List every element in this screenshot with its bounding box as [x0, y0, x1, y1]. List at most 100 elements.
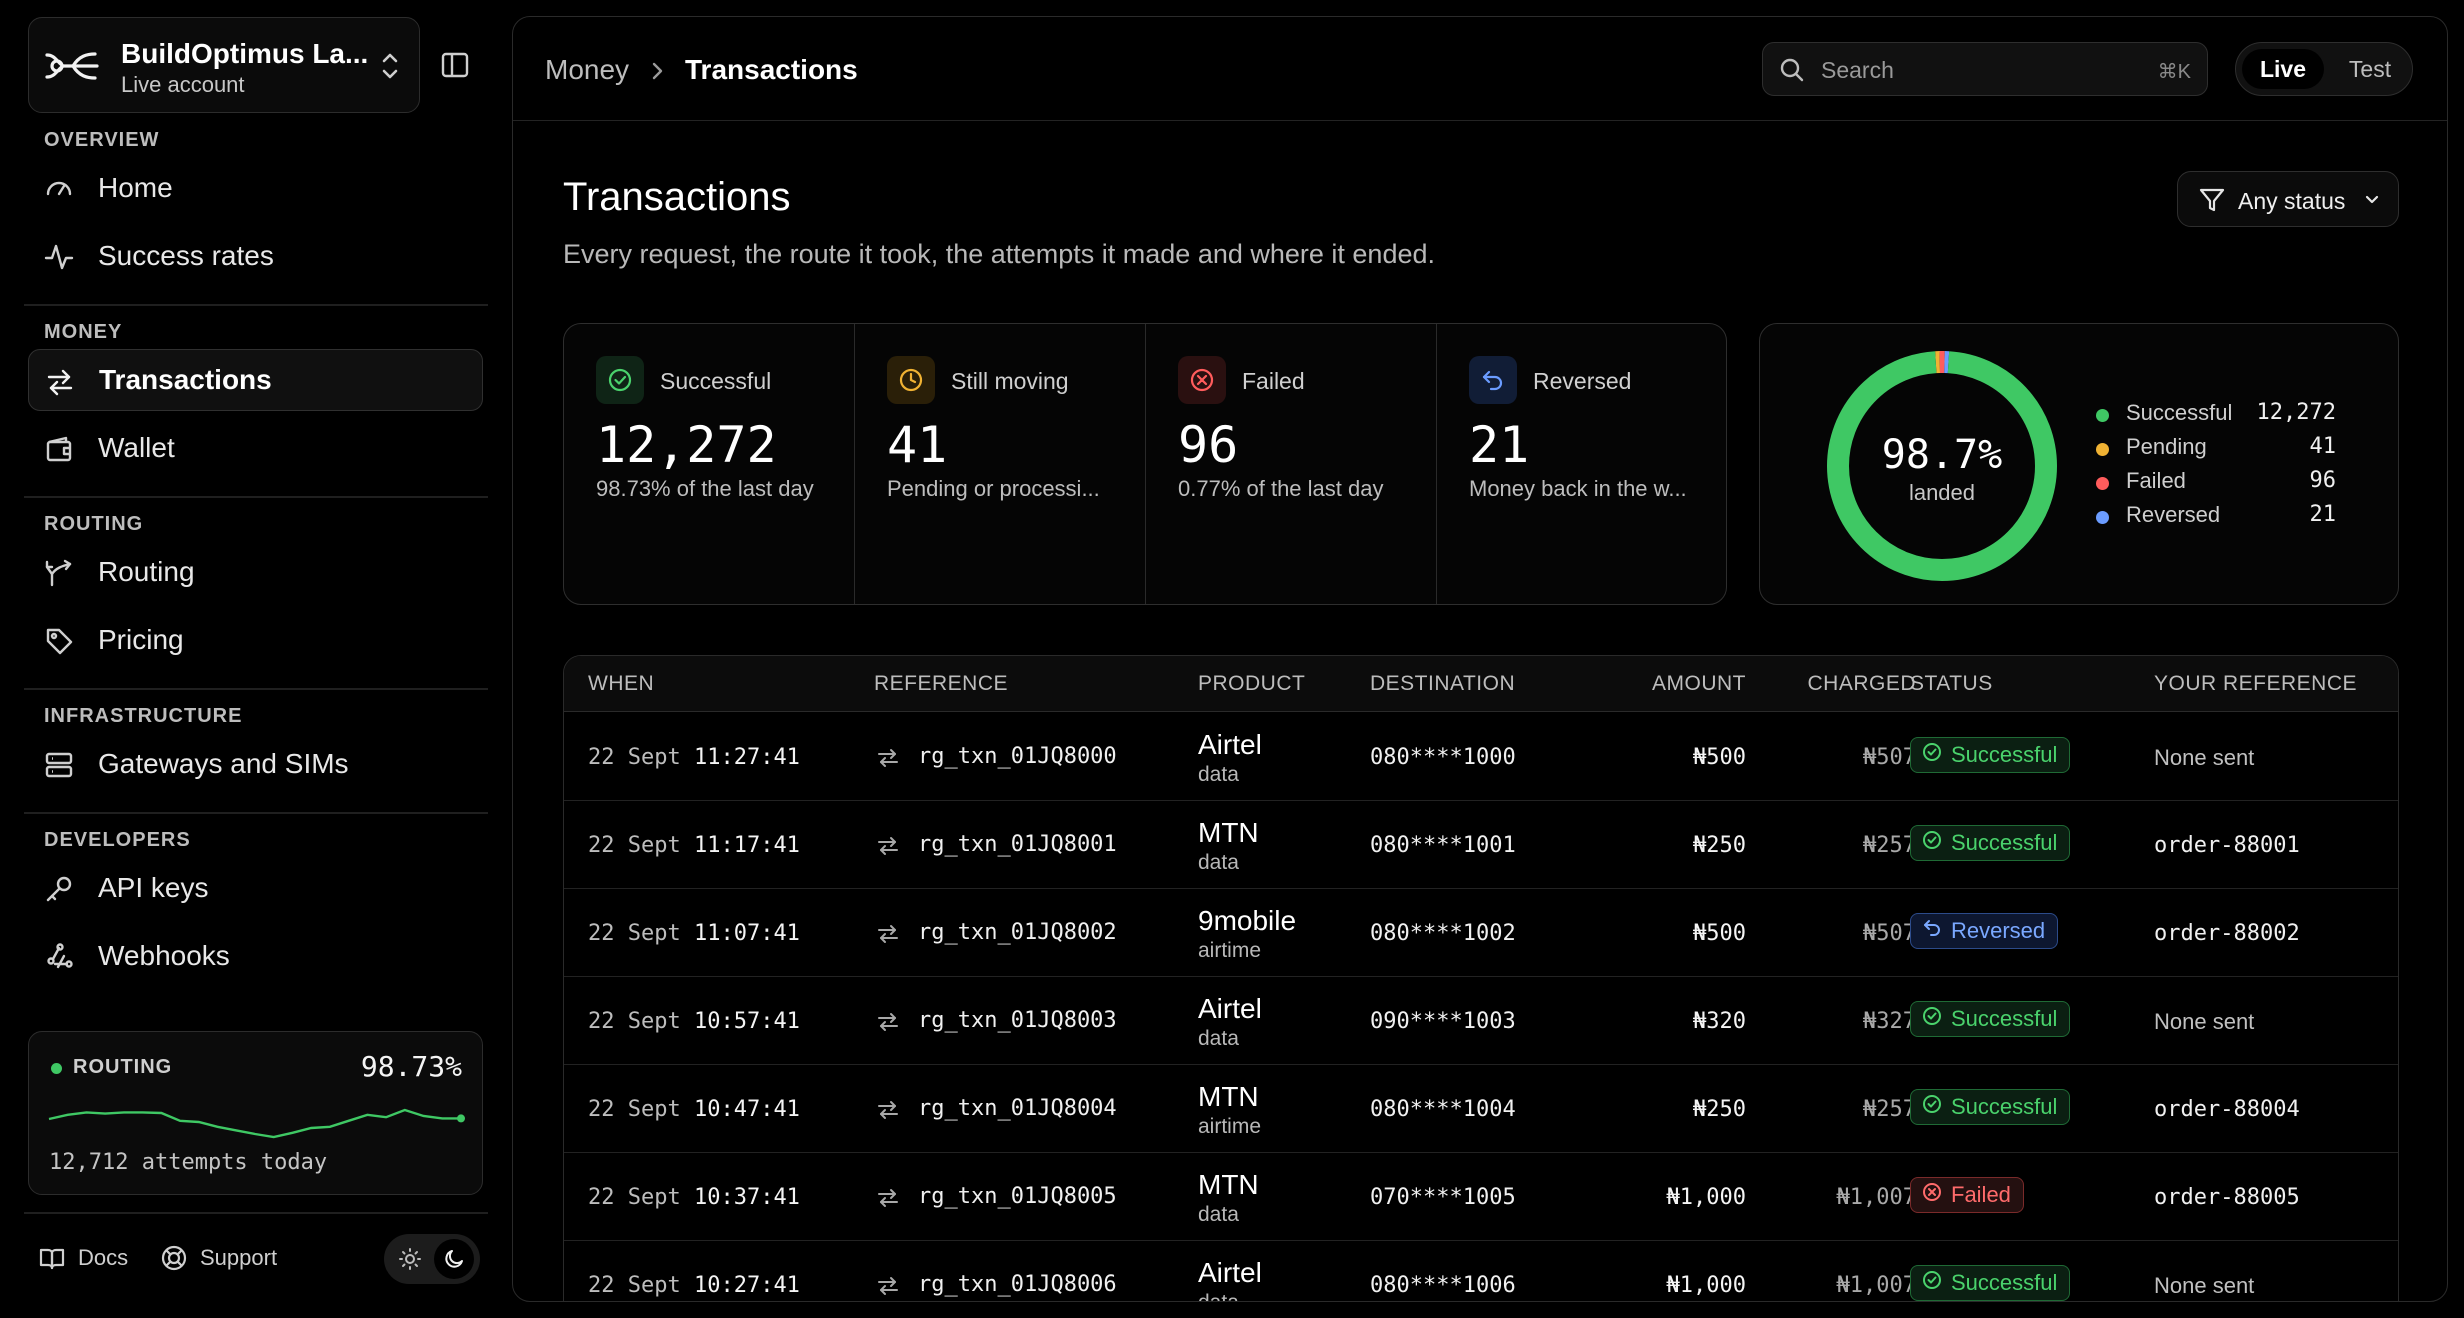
sidebar: BuildOptimus La... Live account OVERVIEW… [0, 0, 512, 1318]
cell-reference[interactable]: rg_txn_01JQ8005 [918, 1184, 1117, 1209]
sidebar-item-pricing[interactable]: Pricing [28, 609, 483, 671]
docs-link[interactable]: Docs [38, 1244, 128, 1272]
sidebar-item-gateways-and-sims[interactable]: Gateways and SIMs [28, 733, 483, 795]
cell-product: 9mobile [1198, 905, 1297, 936]
legend-item-successful: Successful 12,272 [2096, 398, 2336, 432]
col-status[interactable]: STATUS [1910, 672, 1993, 695]
book-open-icon [39, 1248, 65, 1270]
sidebar-item-webhooks[interactable]: Webhooks [28, 925, 483, 987]
cell-reference[interactable]: rg_txn_01JQ8001 [918, 832, 1117, 857]
status-badge: Successful [1910, 1089, 2071, 1125]
main-panel: Money Transactions Search ⌘K Live Test T… [512, 16, 2448, 1302]
light-theme-option[interactable] [390, 1239, 430, 1279]
status-filter-dropdown[interactable]: Any status [2177, 171, 2399, 227]
status-icon [1921, 917, 1943, 945]
col-charged[interactable]: CHARGED [1807, 672, 1916, 695]
cell-reference[interactable]: rg_txn_01JQ8004 [918, 1096, 1117, 1121]
stat-label: Reversed [1533, 368, 1632, 394]
landed-donut-chart [1827, 351, 2057, 581]
test-mode-option[interactable]: Test [2348, 55, 2392, 82]
sidebar-toggle-icon[interactable] [440, 50, 470, 80]
wallet-icon [46, 436, 72, 462]
col-product[interactable]: PRODUCT [1198, 672, 1306, 695]
legend-label: Reversed [2126, 502, 2221, 527]
sidebar-item-wallet[interactable]: Wallet [28, 417, 483, 479]
sidebar-item-success-rates[interactable]: Success rates [28, 225, 483, 287]
cell-reference[interactable]: rg_txn_01JQ8006 [918, 1272, 1117, 1297]
cell-charged: ₦1,007 [1836, 1273, 1916, 1298]
search-input[interactable]: Search ⌘K [1762, 42, 2208, 96]
col-amount[interactable]: AMOUNT [1652, 672, 1746, 695]
sidebar-divider [24, 812, 488, 814]
sidebar-item-home[interactable]: Home [28, 157, 483, 219]
moon-icon [445, 1250, 463, 1268]
org-switcher[interactable]: BuildOptimus La... Live account [28, 17, 420, 113]
table-row[interactable]: 22 Sept 10:37:41 rg_txn_01JQ8005 MTN dat… [564, 1153, 2398, 1241]
cell-destination: 090****1003 [1370, 1009, 1516, 1034]
sidebar-item-label: Pricing [98, 624, 184, 655]
account-mode-label: Live account [121, 72, 245, 97]
server-icon [45, 752, 73, 778]
legend-dot [2096, 443, 2109, 456]
cell-your-reference: order-88005 [2154, 1185, 2300, 1210]
table-row[interactable]: 22 Sept 10:47:41 rg_txn_01JQ8004 MTN air… [564, 1065, 2398, 1153]
cell-when: 22 Sept 10:47:41 [588, 1097, 800, 1122]
chevron-right-icon [652, 62, 663, 80]
col-your-reference[interactable]: YOUR REFERENCE [2154, 672, 2358, 695]
key-icon [46, 876, 72, 902]
cell-product: Airtel [1198, 993, 1262, 1024]
cell-amount: ₦1,000 [1666, 1273, 1746, 1298]
live-mode-option[interactable]: Live [2242, 49, 2324, 89]
col-when[interactable]: WHEN [588, 672, 655, 695]
section-label-overview: OVERVIEW [44, 129, 160, 151]
cell-reference[interactable]: rg_txn_01JQ8003 [918, 1008, 1117, 1033]
stat-label: Successful [660, 368, 772, 394]
support-link[interactable]: Support [160, 1244, 277, 1272]
legend-dot [2096, 511, 2109, 524]
breadcrumb-money[interactable]: Money [545, 54, 630, 85]
cell-product: MTN [1198, 817, 1259, 848]
cell-destination: 080****1001 [1370, 833, 1516, 858]
chevron-down-icon [2365, 195, 2379, 204]
cell-product: MTN [1198, 1169, 1259, 1200]
sidebar-divider [24, 1212, 488, 1214]
stat-card-still-moving[interactable]: Still moving 41 Pending or processi... [855, 324, 1146, 604]
table-header: WHEN REFERENCE PRODUCT DESTINATION AMOUN… [564, 656, 2398, 712]
cell-reference[interactable]: rg_txn_01JQ8002 [918, 920, 1117, 945]
col-reference[interactable]: REFERENCE [874, 672, 1009, 695]
table-row[interactable]: 22 Sept 10:57:41 rg_txn_01JQ8003 Airtel … [564, 977, 2398, 1065]
cell-product-type: data [1198, 851, 1239, 874]
cell-destination: 070****1005 [1370, 1185, 1516, 1210]
sidebar-item-label: Home [98, 172, 173, 203]
status-badge: Successful [1910, 825, 2071, 861]
legend-label: Pending [2126, 434, 2207, 459]
table-row[interactable]: 22 Sept 11:27:41 rg_txn_01JQ8000 Airtel … [564, 713, 2398, 801]
status-summary-cards: Successful 12,272 98.73% of the last day… [563, 323, 1727, 605]
status-dot [51, 1063, 62, 1074]
dark-theme-option[interactable] [434, 1239, 474, 1279]
cell-amount: ₦320 [1693, 1009, 1746, 1034]
stat-card-successful[interactable]: Successful 12,272 98.73% of the last day [564, 324, 855, 604]
routing-health-card[interactable]: ROUTING 98.73% 12,712 attempts today [28, 1031, 483, 1195]
cell-reference[interactable]: rg_txn_01JQ8000 [918, 744, 1117, 769]
stat-card-failed[interactable]: Failed 96 0.77% of the last day [1146, 324, 1437, 604]
table-row[interactable]: 22 Sept 11:07:41 rg_txn_01JQ8002 9mobile… [564, 889, 2398, 977]
live-test-toggle[interactable]: Live Test [2235, 42, 2413, 96]
col-destination[interactable]: DESTINATION [1370, 672, 1516, 695]
sidebar-item-routing[interactable]: Routing [28, 541, 483, 603]
status-icon [1921, 1269, 1943, 1297]
table-row[interactable]: 22 Sept 11:17:41 rg_txn_01JQ8001 MTN dat… [564, 801, 2398, 889]
stat-card-reversed[interactable]: Reversed 21 Money back in the w... [1437, 324, 1726, 604]
sidebar-item-api-keys[interactable]: API keys [28, 857, 483, 919]
sidebar-item-transactions[interactable]: Transactions [28, 349, 483, 411]
cell-amount: ₦250 [1693, 1097, 1746, 1122]
arrows-left-right-icon [878, 1189, 898, 1207]
routing-card-title: ROUTING [73, 1056, 173, 1078]
table-row[interactable]: 22 Sept 10:27:41 rg_txn_01JQ8006 Airtel … [564, 1241, 2398, 1301]
cell-amount: ₦500 [1693, 921, 1746, 946]
theme-toggle[interactable] [384, 1234, 480, 1284]
cell-product: Airtel [1198, 729, 1262, 760]
page-subtitle: Every request, the route it took, the at… [563, 239, 1435, 269]
status-filter-label: Any status [2238, 188, 2346, 214]
cell-when: 22 Sept 11:17:41 [588, 833, 800, 858]
